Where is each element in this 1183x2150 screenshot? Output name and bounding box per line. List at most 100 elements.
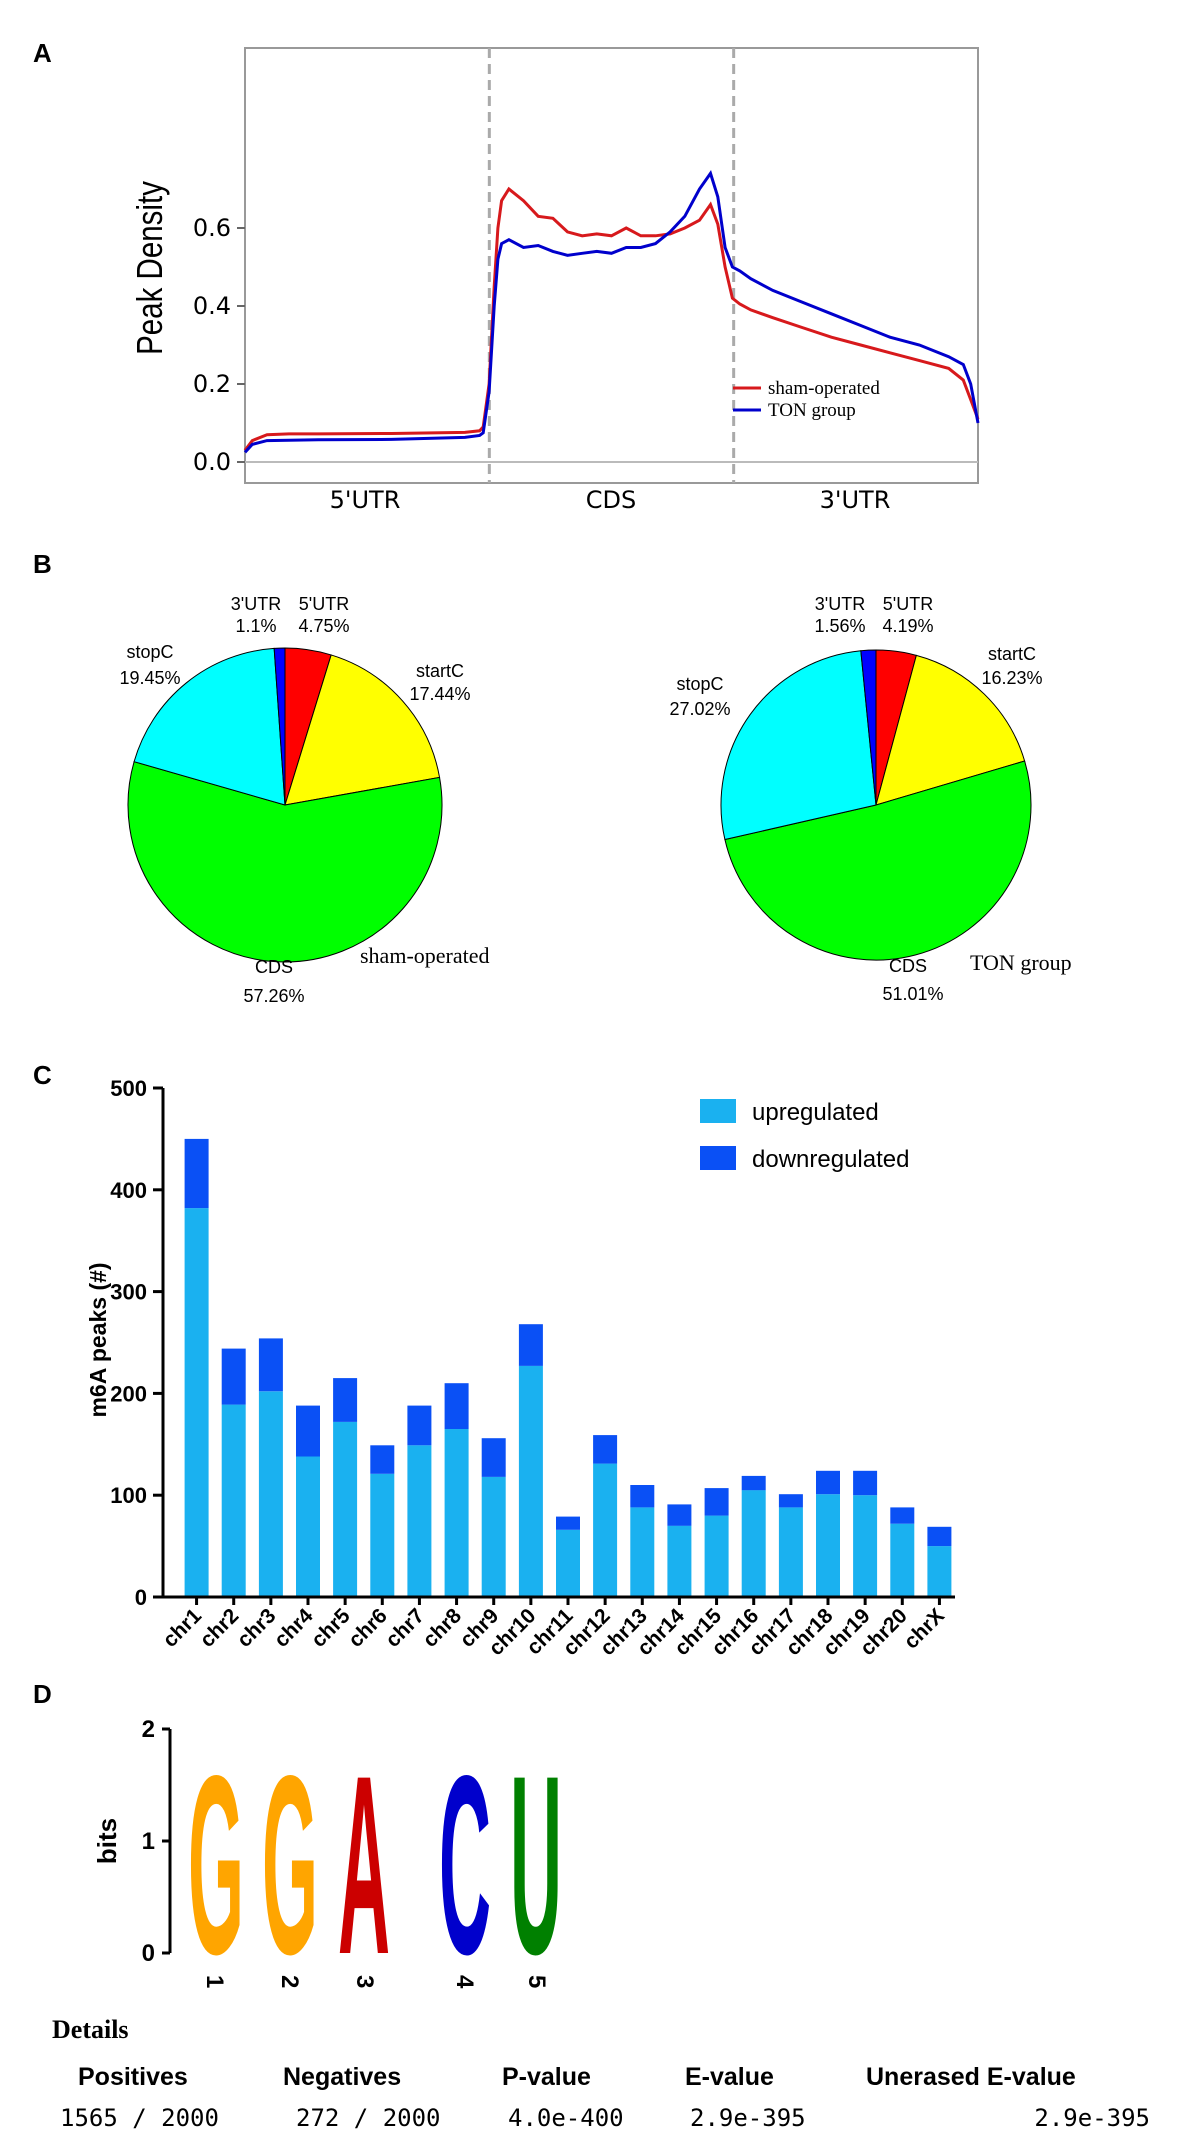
details-value-positives: 1565 / 2000 [60, 2104, 219, 2132]
bar-chr3-downregulated [258, 1338, 283, 1392]
legend-label-ton: TON group [768, 400, 856, 421]
panel-label-b: B [33, 549, 52, 579]
bar-chrX-upregulated [927, 1546, 952, 1597]
pie1-stopc-value: 19.45% [119, 668, 180, 688]
details-value-negatives: 272 / 2000 [296, 2104, 441, 2132]
motif-letter-1: G [188, 1722, 244, 2008]
region-label-5utr: 5'UTR [330, 486, 401, 514]
x-tick-label-chr7: chr7 [381, 1604, 429, 1652]
panel-label-d: D [33, 1679, 52, 1709]
pie-slice-startc [875, 654, 1026, 806]
pie2-title: TON group [970, 950, 1072, 975]
sham-operated-line [243, 186, 980, 452]
bar-chr15-downregulated [704, 1488, 729, 1516]
bar-chr5-downregulated [333, 1378, 358, 1422]
details-title: Details [52, 2015, 129, 2044]
bar-chr9-upregulated [481, 1476, 506, 1597]
pie2-cds-value: 51.01% [882, 984, 943, 1004]
bar-chr7-upregulated [407, 1445, 432, 1597]
pie1-stopc-label: stopC [126, 642, 173, 662]
y-tick-label: 0.6 [193, 214, 231, 242]
pie2-3utr-label: 3'UTR [815, 594, 865, 614]
bar-chr10-upregulated [518, 1365, 543, 1597]
x-tick-label-chr1: chr1 [158, 1604, 206, 1652]
pie1-3utr-value: 1.1% [235, 616, 276, 636]
bar-chrX-downregulated [927, 1526, 952, 1547]
pie-slice-stopc [133, 647, 286, 806]
bar-chr14-downregulated [667, 1504, 692, 1526]
bar-chr20-downregulated [890, 1507, 915, 1524]
details-header-negatives: Negatives [283, 2063, 401, 2091]
motif-letter-5: U [510, 1722, 562, 2008]
legend-swatch-upregulated [700, 1099, 736, 1123]
details-value-pvalue: 4.0e-400 [508, 2104, 624, 2132]
x-tick-label-chr3: chr3 [233, 1604, 281, 1652]
pie2-startc-label: startC [988, 644, 1036, 664]
bar-chr8-downregulated [444, 1383, 469, 1429]
x-tick-label-chr4: chr4 [270, 1604, 318, 1652]
motif-pos-1: 1 [201, 1975, 228, 1988]
x-tick-label-chrX: chrX [900, 1604, 949, 1653]
pie1-cds-label: CDS [255, 957, 293, 977]
bar-chr19-upregulated [853, 1495, 878, 1597]
pie2-5utr-value: 4.19% [882, 616, 933, 636]
bar-chr12-downregulated [593, 1435, 618, 1464]
y-tick-label: 400 [110, 1178, 147, 1203]
y-tick-label: 200 [110, 1381, 147, 1406]
logo-y-label: bits [92, 1818, 122, 1864]
pie-slice-cds [724, 760, 1032, 961]
bar-chr2-upregulated [221, 1404, 246, 1597]
bar-chr7-downregulated [407, 1405, 432, 1446]
ton-group-line [243, 170, 980, 454]
legend-label-downregulated: downregulated [752, 1146, 909, 1173]
pie1-startc-value: 17.44% [409, 684, 470, 704]
y-tick-label: 300 [110, 1280, 147, 1305]
panel-label-c: C [33, 1060, 52, 1090]
bar-chr17-downregulated [778, 1494, 803, 1508]
bar-chr10-downregulated [518, 1324, 543, 1366]
bar-chr9-downregulated [481, 1438, 506, 1477]
bar-chr15-upregulated [704, 1515, 729, 1597]
bar-chr18-upregulated [816, 1494, 840, 1597]
bar-chr13-downregulated [630, 1485, 655, 1508]
motif-letter-4: C [439, 1722, 491, 2008]
bar-chr12-upregulated [593, 1463, 618, 1597]
y-tick-label: 100 [110, 1483, 147, 1508]
pie2-startc-value: 16.23% [981, 668, 1042, 688]
details-header-positives: Positives [78, 2063, 188, 2091]
pie2-5utr-label: 5'UTR [883, 594, 933, 614]
bar-chr16-upregulated [741, 1490, 766, 1597]
bar-chr5-upregulated [333, 1421, 358, 1597]
plot-frame [244, 47, 979, 484]
pie-slice-stopc [720, 650, 877, 841]
pie1-5utr-value: 4.75% [298, 616, 349, 636]
peak-density-chart: 0.0 0.2 0.4 0.6 5'UTR CDS 3'UTR Peak Densit… [129, 47, 980, 514]
bar-chr13-upregulated [630, 1507, 655, 1597]
bar-chr11-upregulated [556, 1529, 580, 1597]
pie2-cds-label: CDS [889, 956, 927, 976]
motif-letter-3: A [338, 1722, 390, 2008]
x-tick-label-chr5: chr5 [307, 1604, 355, 1652]
y-tick-label: 0 [135, 1585, 147, 1610]
bar-chr4-upregulated [296, 1456, 320, 1597]
bar-chr1-upregulated [184, 1208, 209, 1597]
logo-ytick-0: 0 [142, 1940, 155, 1967]
pie1-5utr-label: 5'UTR [299, 594, 349, 614]
y-tick-label: 0.2 [193, 370, 231, 398]
y-axis-label: Peak Density [129, 181, 169, 355]
pie-sham-operated [127, 647, 443, 963]
logo-ytick-1: 1 [142, 1828, 155, 1855]
region-label-3utr: 3'UTR [820, 486, 891, 514]
pie-slice-startc [284, 654, 441, 806]
bar-chr6-upregulated [370, 1473, 395, 1597]
bar-chr14-upregulated [667, 1525, 692, 1597]
panel-label-a: A [33, 38, 52, 68]
details-header-evalue: E-value [685, 2063, 774, 2091]
pie-slice-cds [127, 761, 443, 963]
legend-label-sham: sham-operated [768, 378, 880, 399]
motif-pos-3: 3 [351, 1975, 378, 1988]
pie2-stopc-value: 27.02% [669, 699, 730, 719]
bar-chr17-upregulated [778, 1507, 803, 1597]
motif-letter-2: G [262, 1722, 318, 2008]
